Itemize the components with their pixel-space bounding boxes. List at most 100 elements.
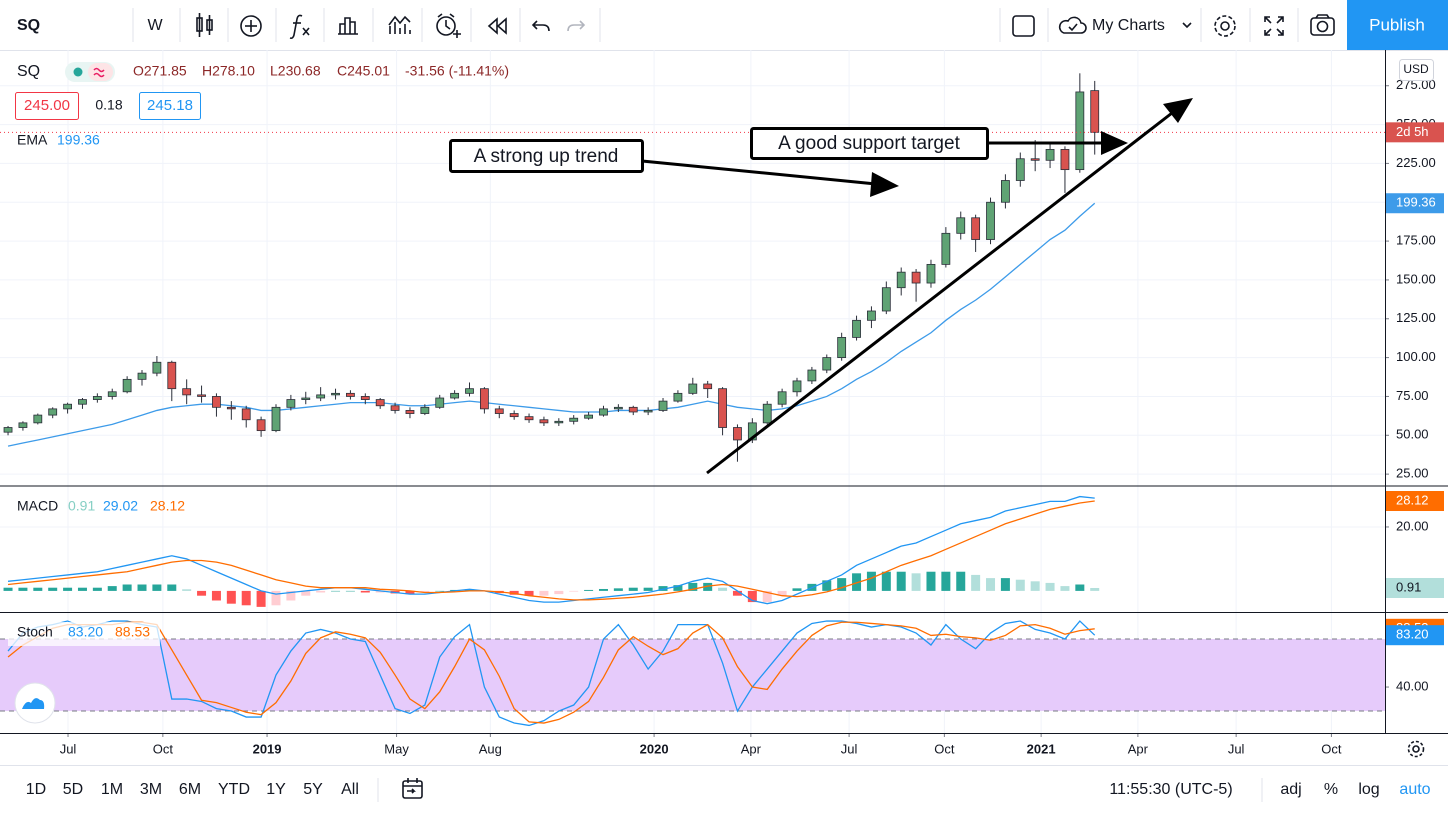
chart-type-button[interactable] [196, 13, 213, 37]
candle-body [3, 427, 13, 433]
alert-button[interactable] [436, 13, 461, 38]
x-tick-label: Oct [1321, 741, 1342, 756]
histogram-bar [941, 571, 951, 591]
histogram-bar [554, 590, 564, 595]
histogram-bar [1030, 581, 1040, 591]
candle-body [971, 217, 981, 240]
histogram-bar [896, 571, 906, 591]
bid-price[interactable]: 245.00 [24, 97, 70, 114]
candle-body [286, 399, 296, 408]
timeframe-button[interactable]: YTD [218, 781, 250, 798]
tradingview-logo[interactable] [14, 682, 56, 724]
legend-low: L230.68 [270, 63, 321, 79]
candle-body [271, 406, 281, 432]
indicator-templates-button[interactable] [388, 15, 411, 34]
my-charts-dropdown[interactable] [1182, 22, 1192, 29]
histogram-bar [762, 590, 772, 603]
y-tick-label: 40.00 [1396, 678, 1429, 693]
histogram-bar [658, 586, 668, 591]
arrow-head [1101, 131, 1128, 155]
histogram-bar [3, 587, 13, 591]
histogram-bar [182, 589, 192, 591]
candle-body [1090, 90, 1100, 133]
candle-body [167, 361, 177, 390]
stoch-band [0, 639, 1385, 712]
indicators-button[interactable] [289, 14, 310, 39]
stoch-d-line [7, 621, 1095, 724]
timeframe-button[interactable]: 1Y [266, 781, 286, 798]
layout-button[interactable] [1012, 15, 1035, 37]
histogram-bar [211, 590, 221, 601]
timeframe-button[interactable]: 5Y [303, 781, 323, 798]
candle-body [1060, 149, 1070, 171]
clock[interactable]: 11:55:30 (UTC-5) [1109, 781, 1232, 798]
snapshot-button[interactable] [1310, 14, 1335, 36]
candle-body [926, 263, 936, 284]
candle-body [1045, 149, 1055, 161]
my-charts-cloud[interactable] [1058, 16, 1087, 34]
histogram-bar [688, 582, 698, 591]
buy-button[interactable] [139, 92, 201, 120]
candle-body [33, 414, 43, 424]
percent-toggle[interactable]: % [1324, 781, 1338, 798]
symbol-button[interactable]: SQ [17, 17, 40, 34]
compare-button[interactable] [240, 15, 262, 37]
candle-body [792, 380, 802, 393]
my-charts-button[interactable]: My Charts [1092, 17, 1165, 34]
candle-body [911, 271, 921, 284]
timeframe-button[interactable]: 6M [179, 781, 201, 798]
axis-settings-button[interactable] [1407, 740, 1425, 758]
candle-body [1015, 158, 1025, 181]
candle-body [956, 217, 966, 234]
replay-button[interactable] [487, 17, 507, 35]
candle-body [450, 392, 460, 399]
timeframe-button[interactable]: 3M [140, 781, 162, 798]
adjust-toggle[interactable]: adj [1280, 781, 1301, 798]
histogram-bar [345, 590, 355, 592]
histogram-bar [837, 578, 847, 591]
countdown-label-box [1386, 122, 1444, 143]
timeframe-button[interactable]: 1M [101, 781, 123, 798]
histogram-bar [792, 588, 802, 591]
templates-button[interactable] [338, 17, 358, 35]
histogram-bar [852, 573, 862, 591]
candle-body [941, 232, 951, 265]
timeframe-button[interactable]: All [341, 781, 359, 798]
redo-button[interactable] [567, 20, 586, 32]
interval-button[interactable]: W [147, 17, 163, 34]
y-tick-label: 175.00 [1396, 233, 1436, 248]
timeframe-button[interactable]: 1D [26, 781, 46, 798]
publish-button[interactable] [1347, 0, 1448, 50]
histogram-bar [866, 571, 876, 591]
timeframe-button[interactable]: 5D [63, 781, 83, 798]
goto-date-button[interactable] [402, 778, 423, 799]
fullscreen-button[interactable] [1264, 16, 1284, 36]
currency-label[interactable]: USD [1403, 62, 1429, 76]
candle-body [390, 405, 400, 411]
histogram-bar [271, 590, 281, 606]
auto-toggle[interactable]: auto [1399, 781, 1430, 798]
x-tick-label: May [384, 741, 409, 756]
x-tick-label: Oct [934, 741, 955, 756]
histogram-bar [1000, 578, 1010, 591]
candle-body [837, 337, 847, 359]
sell-button[interactable] [15, 92, 79, 120]
y-tick-label: 75.00 [1396, 388, 1429, 403]
ask-price[interactable]: 245.18 [147, 97, 193, 114]
currency-box[interactable] [1399, 59, 1434, 81]
candle-body [241, 408, 251, 421]
undo-button[interactable] [531, 20, 550, 32]
legend-open: O271.85 [133, 63, 187, 79]
log-toggle[interactable]: log [1358, 781, 1379, 798]
publish-label[interactable]: Publish [1369, 15, 1425, 34]
candle-body [212, 396, 221, 408]
y-tick-label: 25.00 [1396, 466, 1429, 481]
histogram-bar [226, 590, 236, 604]
candle-body [375, 399, 385, 407]
candle-body [762, 403, 772, 424]
settings-button[interactable] [1214, 15, 1236, 37]
logo-cloud[interactable] [22, 698, 45, 709]
candle-body [554, 420, 564, 424]
candle-body [881, 287, 891, 312]
trend-line [706, 111, 1173, 475]
